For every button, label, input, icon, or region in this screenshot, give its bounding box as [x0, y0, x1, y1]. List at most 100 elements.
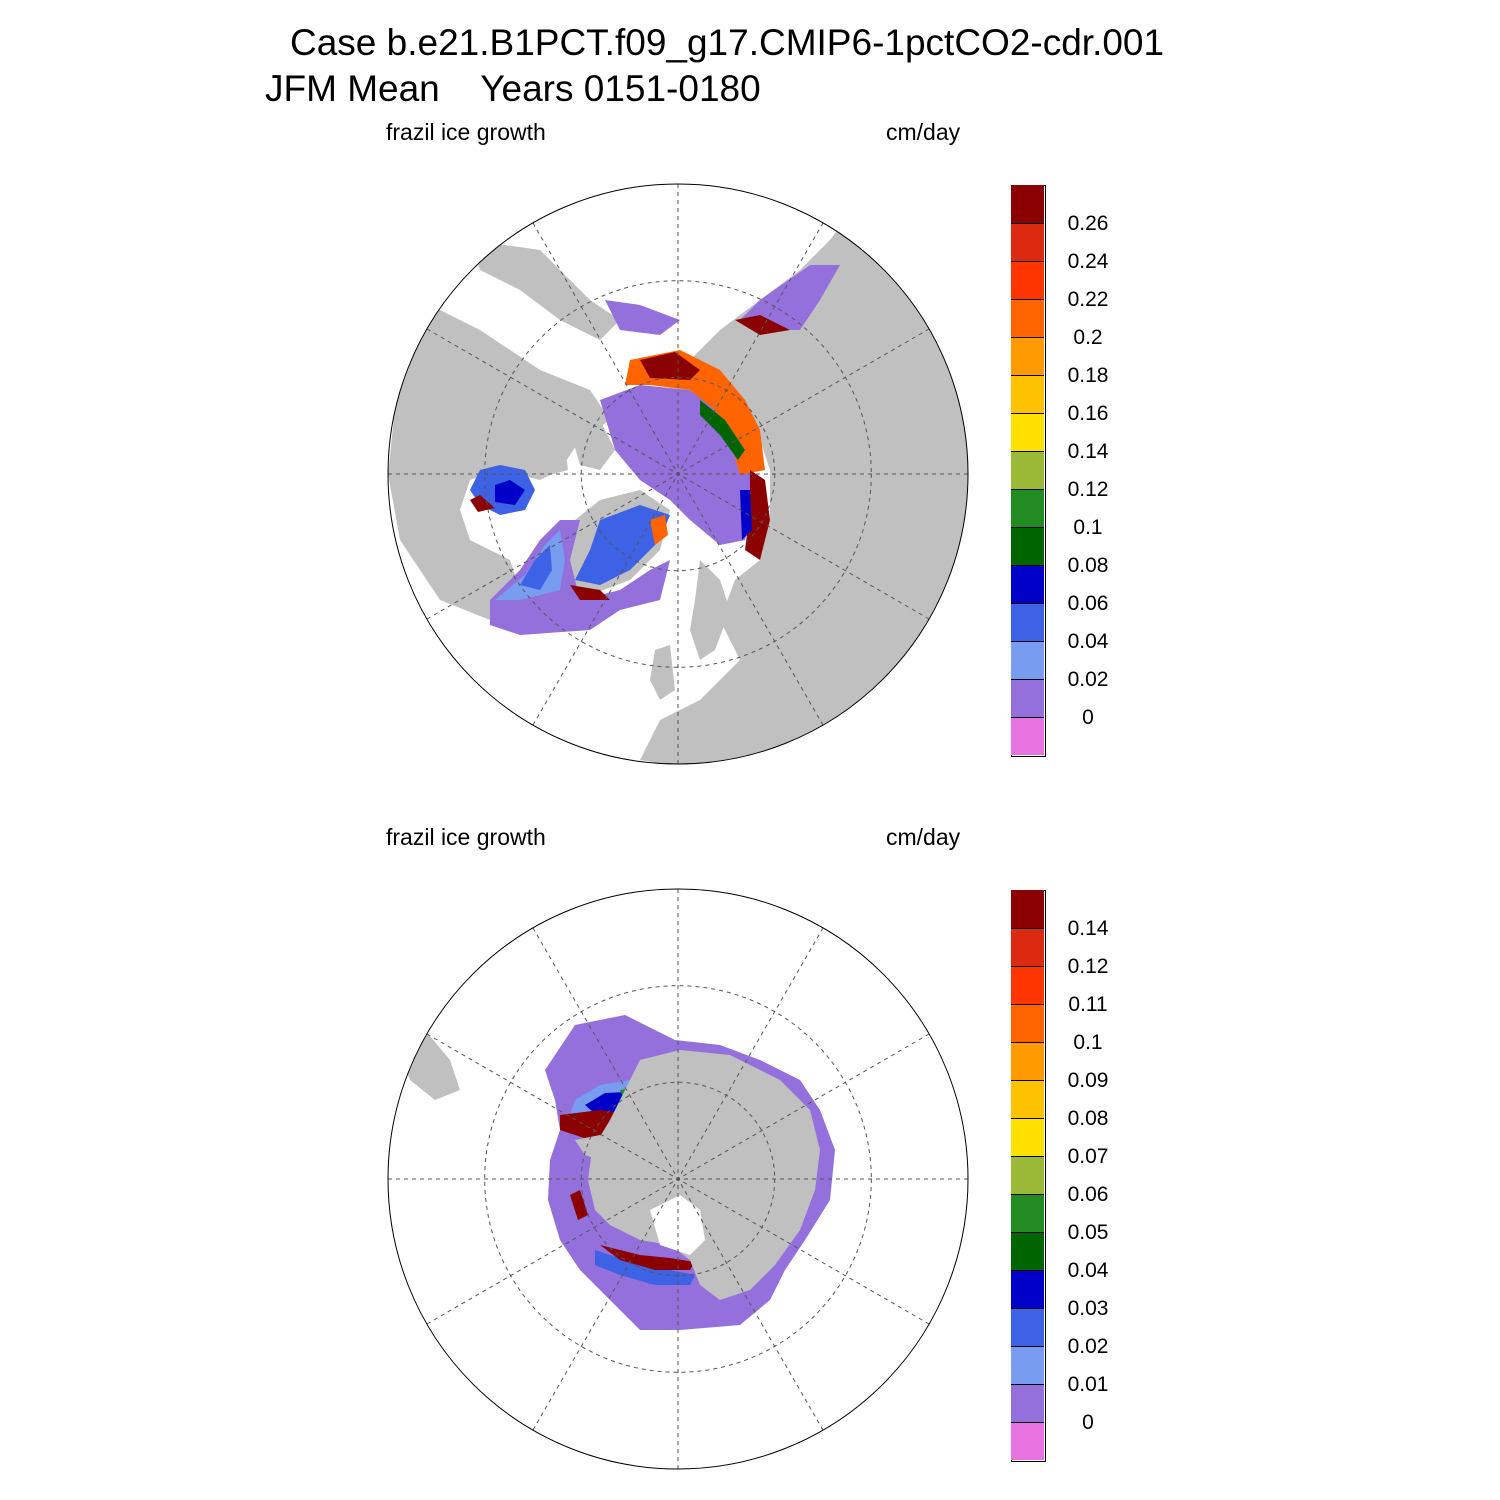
south-colorbar-label: 0	[1082, 1411, 1094, 1434]
north-colorbar-label: 0.12	[1067, 478, 1109, 501]
north-polar-map	[387, 183, 969, 765]
south-colorbar-label: 0.09	[1067, 1069, 1109, 1092]
north-colorbar-label: 0.08	[1067, 554, 1109, 577]
north-colorbar-divider	[1011, 565, 1044, 566]
north-colorbar-swatch-5	[1011, 527, 1044, 565]
north-colorbar-label: 0.18	[1067, 364, 1109, 387]
south-colorbar-swatch-12	[1011, 966, 1044, 1004]
south-colorbar-divider	[1011, 1080, 1044, 1081]
north-colorbar-divider	[1011, 527, 1044, 528]
south-colorbar-swatch-8	[1011, 1118, 1044, 1156]
north-colorbar-swatch-11	[1011, 299, 1044, 337]
north-colorbar-divider	[1011, 261, 1044, 262]
north-colorbar-label: 0	[1082, 706, 1094, 729]
south-colorbar-divider	[1011, 1004, 1044, 1005]
north-colorbar-label: 0.14	[1067, 440, 1109, 463]
north-colorbar-divider	[1011, 337, 1044, 338]
north-colorbar-label: 0.06	[1067, 592, 1109, 615]
north-colorbar-label: 0.2	[1073, 326, 1103, 349]
north-colorbar-swatch-2	[1011, 641, 1044, 679]
south-colorbar-swatch-1	[1011, 1384, 1044, 1422]
south-colorbar-divider	[1011, 1118, 1044, 1119]
south-colorbar-swatch-9	[1011, 1080, 1044, 1118]
north-colorbar-swatch-7	[1011, 451, 1044, 489]
south-colorbar-divider	[1011, 966, 1044, 967]
south-colorbar-label: 0.04	[1067, 1259, 1109, 1282]
south-map-border	[387, 888, 969, 1470]
south-colorbar-label: 0.02	[1067, 1335, 1109, 1358]
north-colorbar-label: 0.02	[1067, 668, 1109, 691]
south-colorbar-swatch-10	[1011, 1042, 1044, 1080]
north-colorbar-divider	[1011, 489, 1044, 490]
north-map-border	[387, 183, 969, 765]
south-colorbar-swatch-5	[1011, 1232, 1044, 1270]
north-units-label: cm/day	[886, 119, 961, 145]
south-colorbar-label: 0.07	[1067, 1145, 1109, 1168]
south-colorbar-label: 0.08	[1067, 1107, 1109, 1130]
north-colorbar-label: 0.16	[1067, 402, 1109, 425]
north-colorbar-divider	[1011, 717, 1044, 718]
south-colorbar-swatch-0	[1011, 1422, 1044, 1460]
north-colorbar-swatch-8	[1011, 413, 1044, 451]
north-colorbar-divider	[1011, 451, 1044, 452]
south-colorbar-label: 0.05	[1067, 1221, 1109, 1244]
south-graticule	[388, 889, 968, 1469]
south-colorbar-divider	[1011, 1194, 1044, 1195]
south-colorbar-divider	[1011, 1346, 1044, 1347]
south-colorbar-label: 0.14	[1067, 917, 1109, 940]
south-colorbar-swatch-14	[1011, 890, 1044, 928]
north-variable-label: frazil ice growth	[386, 119, 546, 145]
north-graticule	[388, 184, 968, 764]
north-colorbar-swatch-9	[1011, 375, 1044, 413]
north-colorbar-label: 0.26	[1067, 212, 1109, 235]
south-colorbar-swatch-7	[1011, 1156, 1044, 1194]
north-colorbar-swatch-12	[1011, 261, 1044, 299]
south-colorbar-divider	[1011, 1156, 1044, 1157]
south-variable-label: frazil ice growth	[386, 824, 546, 850]
south-colorbar-swatch-4	[1011, 1270, 1044, 1308]
north-colorbar-swatch-10	[1011, 337, 1044, 375]
north-colorbar-swatch-6	[1011, 489, 1044, 527]
north-land	[388, 200, 968, 764]
south-colorbar-swatch-6	[1011, 1194, 1044, 1232]
south-colorbar-swatch-13	[1011, 928, 1044, 966]
north-colorbar	[1011, 185, 1046, 760]
north-colorbar-label: 0.22	[1067, 288, 1109, 311]
north-colorbar-divider	[1011, 299, 1044, 300]
north-colorbar-divider	[1011, 603, 1044, 604]
south-colorbar-label: 0.06	[1067, 1183, 1109, 1206]
south-colorbar-divider	[1011, 1308, 1044, 1309]
north-colorbar-swatch-1	[1011, 679, 1044, 717]
south-colorbar-label: 0.12	[1067, 955, 1109, 978]
figure-title-line2: JFM Mean Years 0151-0180	[265, 68, 761, 109]
south-units-label: cm/day	[886, 824, 961, 850]
south-colorbar-label: 0.01	[1067, 1373, 1109, 1396]
north-colorbar-swatch-4	[1011, 565, 1044, 603]
south-colorbar-divider	[1011, 1232, 1044, 1233]
south-colorbar-swatch-11	[1011, 1004, 1044, 1042]
south-colorbar-divider	[1011, 1270, 1044, 1271]
north-colorbar-label: 0.24	[1067, 250, 1109, 273]
south-colorbar-divider	[1011, 1384, 1044, 1385]
south-colorbar-label: 0.11	[1068, 993, 1108, 1016]
south-colorbar-label: 0.1	[1073, 1031, 1103, 1054]
north-colorbar-swatch-13	[1011, 223, 1044, 261]
south-land	[395, 1030, 820, 1300]
north-colorbar-divider	[1011, 641, 1044, 642]
south-colorbar-swatch-2	[1011, 1346, 1044, 1384]
north-colorbar-swatch-14	[1011, 185, 1044, 223]
south-colorbar-divider	[1011, 1422, 1044, 1423]
south-colorbar-divider	[1011, 928, 1044, 929]
south-colorbar	[1011, 890, 1046, 1465]
north-colorbar-label: 0.1	[1073, 516, 1103, 539]
north-colorbar-divider	[1011, 375, 1044, 376]
south-colorbar-label: 0.03	[1067, 1297, 1109, 1320]
south-colorbar-swatch-3	[1011, 1308, 1044, 1346]
north-colorbar-divider	[1011, 679, 1044, 680]
figure-title-line1: Case b.e21.B1PCT.f09_g17.CMIP6-1pctCO2-c…	[290, 22, 1165, 63]
north-colorbar-divider	[1011, 223, 1044, 224]
north-colorbar-divider	[1011, 413, 1044, 414]
north-colorbar-swatch-3	[1011, 603, 1044, 641]
south-colorbar-divider	[1011, 1042, 1044, 1043]
north-colorbar-label: 0.04	[1067, 630, 1109, 653]
